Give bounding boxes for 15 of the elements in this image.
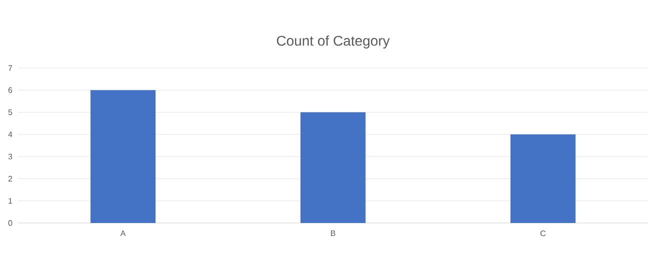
bar (90, 90, 156, 223)
x-tick-label: B (330, 230, 336, 236)
x-tick-label: C (540, 230, 546, 236)
y-tick-label: 7 (8, 65, 12, 71)
y-tick-label: 6 (8, 87, 12, 93)
bar (510, 134, 576, 223)
bar (300, 112, 366, 223)
chart-title: Count of Category (276, 35, 390, 49)
y-tick-label: 0 (8, 220, 12, 226)
x-tick-label: A (120, 230, 126, 236)
y-tick-label: 3 (8, 154, 12, 160)
y-tick-label: 1 (8, 198, 12, 204)
y-tick-label: 5 (8, 109, 12, 116)
y-tick-label: 4 (8, 132, 12, 138)
y-tick-label: 2 (8, 176, 12, 182)
